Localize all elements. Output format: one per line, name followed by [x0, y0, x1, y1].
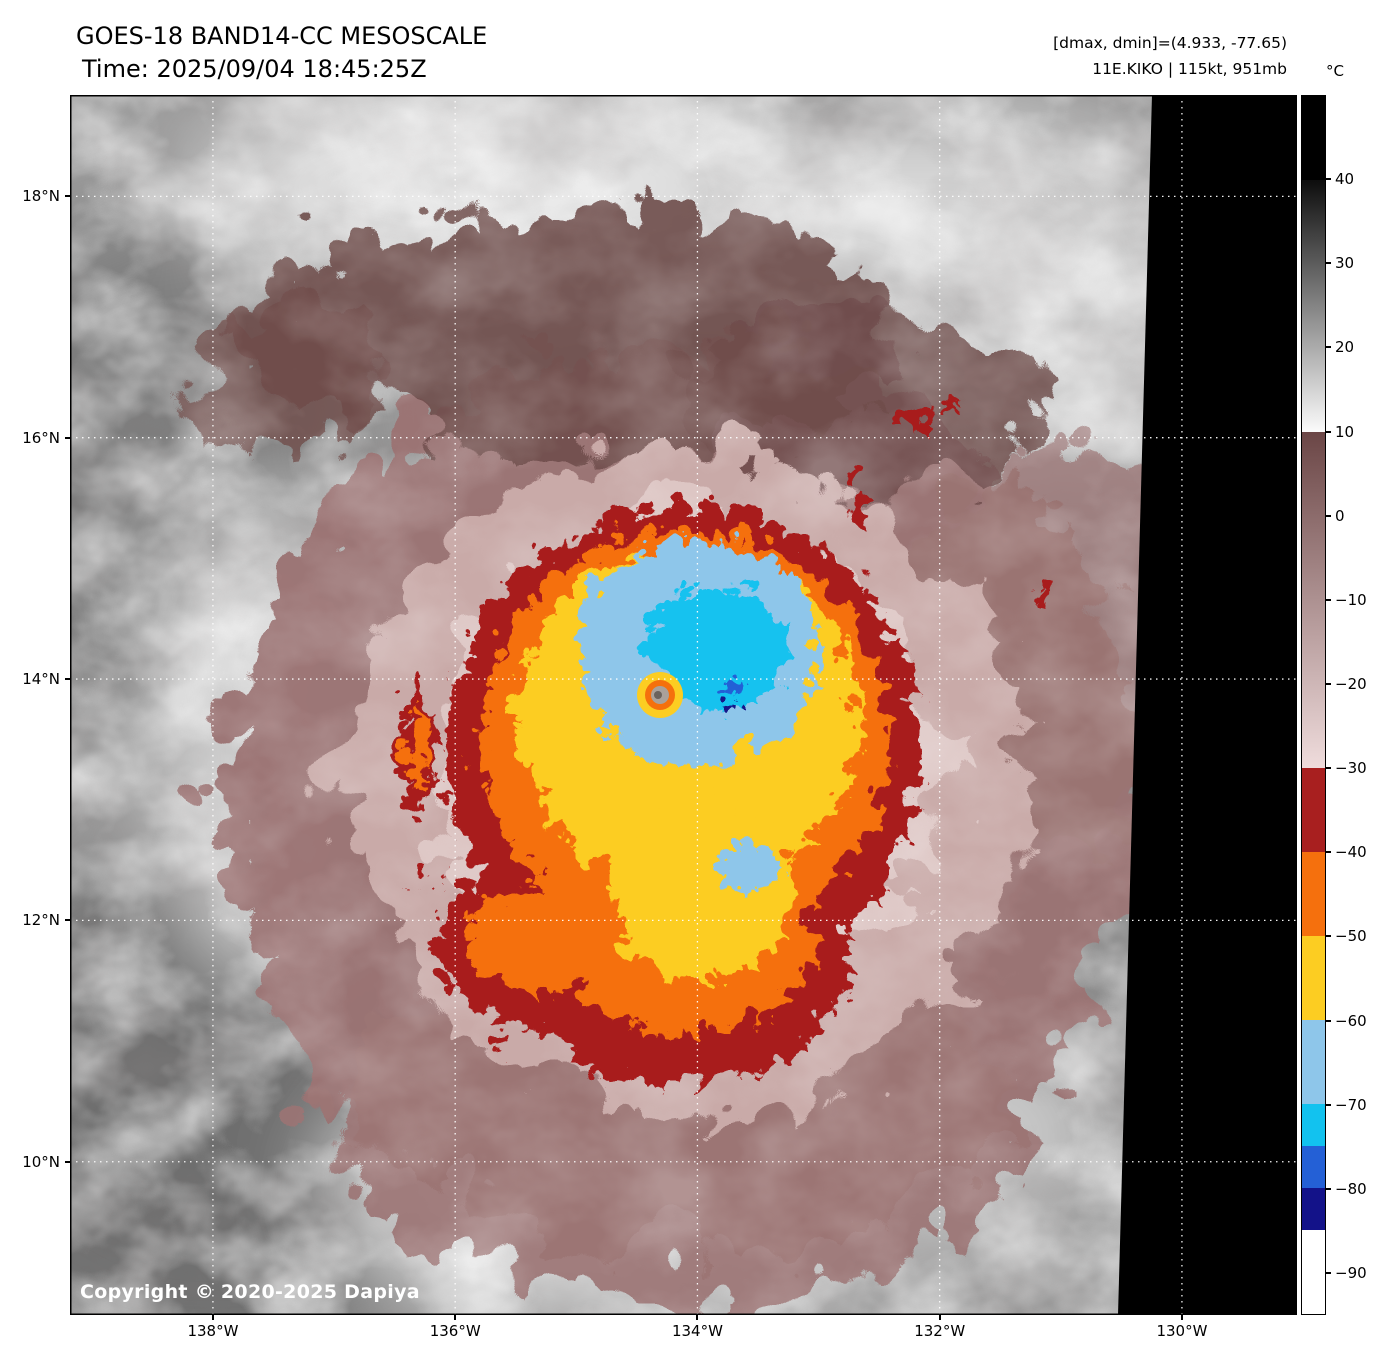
colorbar-unit-label: °C — [1326, 62, 1344, 80]
colorbar-tick-mark — [1326, 262, 1331, 265]
colorbar-tick-label: 40 — [1335, 170, 1355, 189]
longitude-tick-label: 136°W — [429, 1322, 481, 1340]
latitude-tick-label: 16°N — [22, 428, 60, 447]
longitude-tick-label: 130°W — [1156, 1322, 1208, 1340]
latitude-tick-label: 14°N — [22, 670, 60, 689]
latitude-tick-mark — [65, 1160, 70, 1163]
colorbar-gradient — [1302, 96, 1325, 1314]
copyright-watermark: Copyright © 2020-2025 Dapiya — [80, 1281, 420, 1303]
chart-time: Time: 2025/09/04 18:45:25Z — [82, 55, 427, 83]
hurricane-eye — [637, 672, 683, 718]
colorbar-tick-mark — [1326, 1271, 1331, 1274]
latitude-tick-mark — [65, 436, 70, 439]
colorbar-tick-mark — [1326, 1019, 1331, 1022]
chart-title: GOES-18 BAND14-CC MESOSCALE — [76, 22, 488, 50]
latitude-tick-label: 10°N — [22, 1152, 60, 1171]
dmax-dmin-readout: [dmax, dmin]=(4.933, -77.65) — [1053, 34, 1287, 52]
latitude-tick-label: 12°N — [22, 911, 60, 930]
coldest-speck-blue — [711, 664, 729, 682]
latitude-tick-mark — [65, 678, 70, 681]
longitude-axis-labels: 138°W 136°W 134°W 132°W 130°W — [70, 1315, 1297, 1355]
coldest-speck-navy — [716, 690, 730, 704]
longitude-tick-mark — [1180, 1315, 1183, 1320]
colorbar — [1301, 95, 1326, 1315]
colorbar-tick-label: −30 — [1335, 759, 1367, 778]
header-right: [dmax, dmin]=(4.933, -77.65) 11E.KIKO | … — [1053, 30, 1287, 82]
colorbar-tick-mark — [1326, 1187, 1331, 1190]
colorbar-tick-mark — [1326, 1103, 1331, 1106]
colorbar-tick-mark — [1326, 682, 1331, 685]
longitude-tick-label: 138°W — [187, 1322, 239, 1340]
colorbar-tick-label: 20 — [1335, 338, 1355, 357]
colorbar-tick-mark — [1326, 514, 1331, 517]
colorbar-tick-label: −80 — [1335, 1179, 1367, 1198]
longitude-tick-mark — [696, 1315, 699, 1320]
longitude-tick-label: 134°W — [671, 1322, 723, 1340]
satellite-plot: Copyright © 2020-2025 Dapiya — [70, 95, 1297, 1315]
colorbar-tick-mark — [1326, 430, 1331, 433]
grid-lines — [70, 95, 1297, 1315]
colorbar-tick-label: −20 — [1335, 674, 1367, 693]
colorbar-tick-label: −40 — [1335, 843, 1367, 862]
longitude-tick-mark — [454, 1315, 457, 1320]
header-left: GOES-18 BAND14-CC MESOSCALE Time: 2025/0… — [76, 20, 487, 86]
longitude-tick-label: 132°W — [914, 1322, 966, 1340]
colorbar-tick-label: −90 — [1335, 1263, 1367, 1282]
colorbar-tick-label: 10 — [1335, 422, 1355, 441]
colorbar-tick-labels: 40 30 20 10 0 −10 −20 −30 −40 −50 −60 −70 −80 −90 — [1326, 95, 1386, 1315]
colorbar-tick-label: −10 — [1335, 590, 1367, 609]
convective-speckles — [413, 387, 1040, 1073]
colorbar-tick-label: 0 — [1335, 506, 1345, 525]
storm-readout: 11E.KIKO | 115kt, 951mb — [1092, 60, 1287, 78]
latitude-tick-mark — [65, 919, 70, 922]
colorbar-tick-mark — [1326, 346, 1331, 349]
longitude-tick-mark — [938, 1315, 941, 1320]
latitude-axis-labels: 18°N 16°N 14°N 12°N 10°N — [0, 95, 70, 1315]
latitude-tick-label: 18°N — [22, 187, 60, 206]
satellite-image-canvas — [70, 95, 1297, 1315]
colorbar-tick-mark — [1326, 767, 1331, 770]
colorbar-tick-mark — [1326, 851, 1331, 854]
colorbar-tick-label: −70 — [1335, 1095, 1367, 1114]
colorbar-tick-mark — [1326, 178, 1331, 181]
no-data-region — [1118, 95, 1297, 1315]
colorbar-tick-mark — [1326, 935, 1331, 938]
colorbar-tick-label: −50 — [1335, 927, 1367, 946]
cold-core-cyan — [640, 575, 780, 699]
colorbar-tick-label: −60 — [1335, 1011, 1367, 1030]
colorbar-tick-mark — [1326, 598, 1331, 601]
colorbar-tick-label: 30 — [1335, 254, 1355, 273]
latitude-tick-mark — [65, 195, 70, 198]
plot-frame — [70, 95, 1297, 1315]
cold-patch-light-blue — [708, 833, 768, 881]
longitude-tick-mark — [211, 1315, 214, 1320]
